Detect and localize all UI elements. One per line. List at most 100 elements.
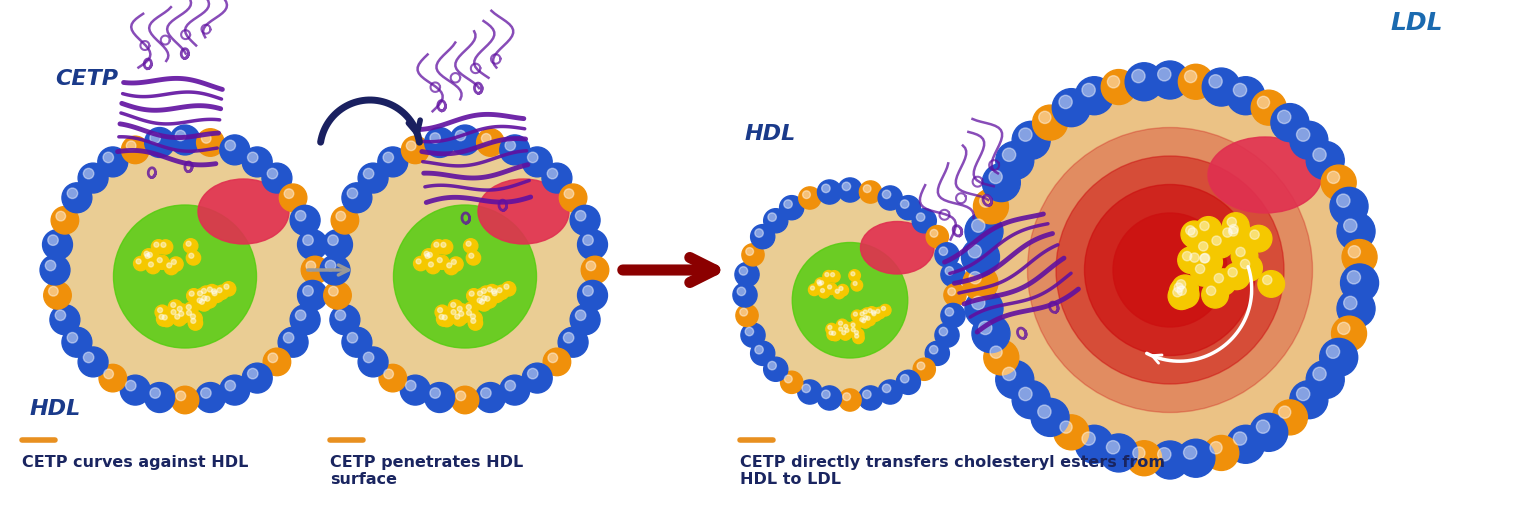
Circle shape [1180, 221, 1208, 248]
Circle shape [996, 360, 1034, 399]
Circle shape [544, 348, 571, 376]
Circle shape [470, 314, 475, 319]
Circle shape [577, 280, 608, 310]
Circle shape [563, 189, 574, 198]
Circle shape [896, 370, 921, 394]
Circle shape [1012, 381, 1051, 419]
Circle shape [927, 225, 948, 248]
Circle shape [486, 285, 499, 299]
Circle shape [1185, 248, 1212, 275]
Circle shape [1028, 128, 1313, 413]
Circle shape [559, 327, 588, 357]
Circle shape [948, 288, 956, 295]
Circle shape [205, 285, 220, 299]
Circle shape [1344, 297, 1358, 310]
Circle shape [328, 133, 602, 406]
Circle shape [432, 240, 446, 254]
Circle shape [1319, 338, 1358, 377]
Circle shape [434, 242, 438, 247]
Circle shape [783, 200, 793, 208]
Circle shape [1057, 156, 1284, 384]
Circle shape [849, 270, 860, 281]
Circle shape [1226, 77, 1264, 115]
Circle shape [467, 311, 483, 326]
Circle shape [208, 287, 212, 292]
Circle shape [808, 284, 820, 295]
Circle shape [826, 323, 837, 335]
Circle shape [939, 327, 948, 336]
Circle shape [980, 195, 993, 207]
Circle shape [1338, 290, 1374, 327]
Circle shape [224, 380, 235, 391]
Circle shape [734, 263, 759, 287]
Ellipse shape [478, 179, 570, 244]
Circle shape [751, 224, 774, 249]
Circle shape [870, 310, 881, 321]
Circle shape [189, 253, 194, 258]
Circle shape [1083, 83, 1095, 97]
Circle shape [295, 211, 305, 221]
Circle shape [1348, 246, 1361, 258]
Circle shape [464, 302, 478, 316]
Circle shape [1209, 441, 1222, 454]
Circle shape [247, 152, 258, 163]
Circle shape [174, 314, 180, 319]
Circle shape [447, 263, 452, 268]
Circle shape [476, 129, 504, 156]
Circle shape [1229, 224, 1238, 234]
Circle shape [838, 389, 861, 411]
Circle shape [751, 342, 774, 366]
Circle shape [450, 302, 455, 308]
Circle shape [383, 369, 394, 379]
Circle shape [1202, 281, 1228, 308]
Circle shape [1235, 247, 1245, 257]
Circle shape [1101, 70, 1136, 105]
Circle shape [1338, 212, 1374, 251]
Circle shape [829, 329, 841, 341]
Circle shape [1196, 249, 1222, 276]
Circle shape [150, 388, 160, 398]
Circle shape [738, 287, 745, 295]
Circle shape [278, 327, 308, 357]
Circle shape [838, 321, 843, 325]
Circle shape [817, 279, 829, 290]
Circle shape [425, 250, 440, 264]
Circle shape [186, 251, 200, 265]
Circle shape [486, 296, 490, 301]
Circle shape [1203, 436, 1238, 470]
Circle shape [145, 128, 174, 157]
Circle shape [452, 312, 467, 326]
Circle shape [559, 184, 586, 211]
Circle shape [469, 291, 475, 296]
Circle shape [394, 205, 536, 348]
Circle shape [176, 309, 191, 323]
Circle shape [844, 328, 849, 332]
Circle shape [1107, 76, 1119, 88]
Circle shape [1235, 255, 1263, 281]
Circle shape [855, 331, 858, 335]
Circle shape [78, 347, 108, 377]
Circle shape [583, 286, 594, 296]
Circle shape [342, 183, 373, 213]
Circle shape [989, 346, 1002, 358]
Circle shape [185, 308, 199, 322]
Circle shape [1183, 223, 1209, 250]
Circle shape [156, 305, 169, 320]
Circle shape [979, 321, 993, 335]
Circle shape [1251, 230, 1260, 240]
Circle shape [863, 316, 867, 320]
Circle shape [151, 240, 166, 254]
Circle shape [971, 71, 1370, 470]
Circle shape [455, 130, 466, 141]
Circle shape [145, 382, 174, 413]
Circle shape [440, 312, 454, 327]
Circle shape [162, 315, 168, 320]
Circle shape [188, 316, 203, 330]
Circle shape [866, 306, 878, 319]
Circle shape [55, 310, 66, 321]
Circle shape [322, 230, 353, 259]
Circle shape [165, 260, 179, 275]
Circle shape [479, 286, 493, 300]
Circle shape [1249, 413, 1287, 451]
Circle shape [191, 319, 195, 323]
